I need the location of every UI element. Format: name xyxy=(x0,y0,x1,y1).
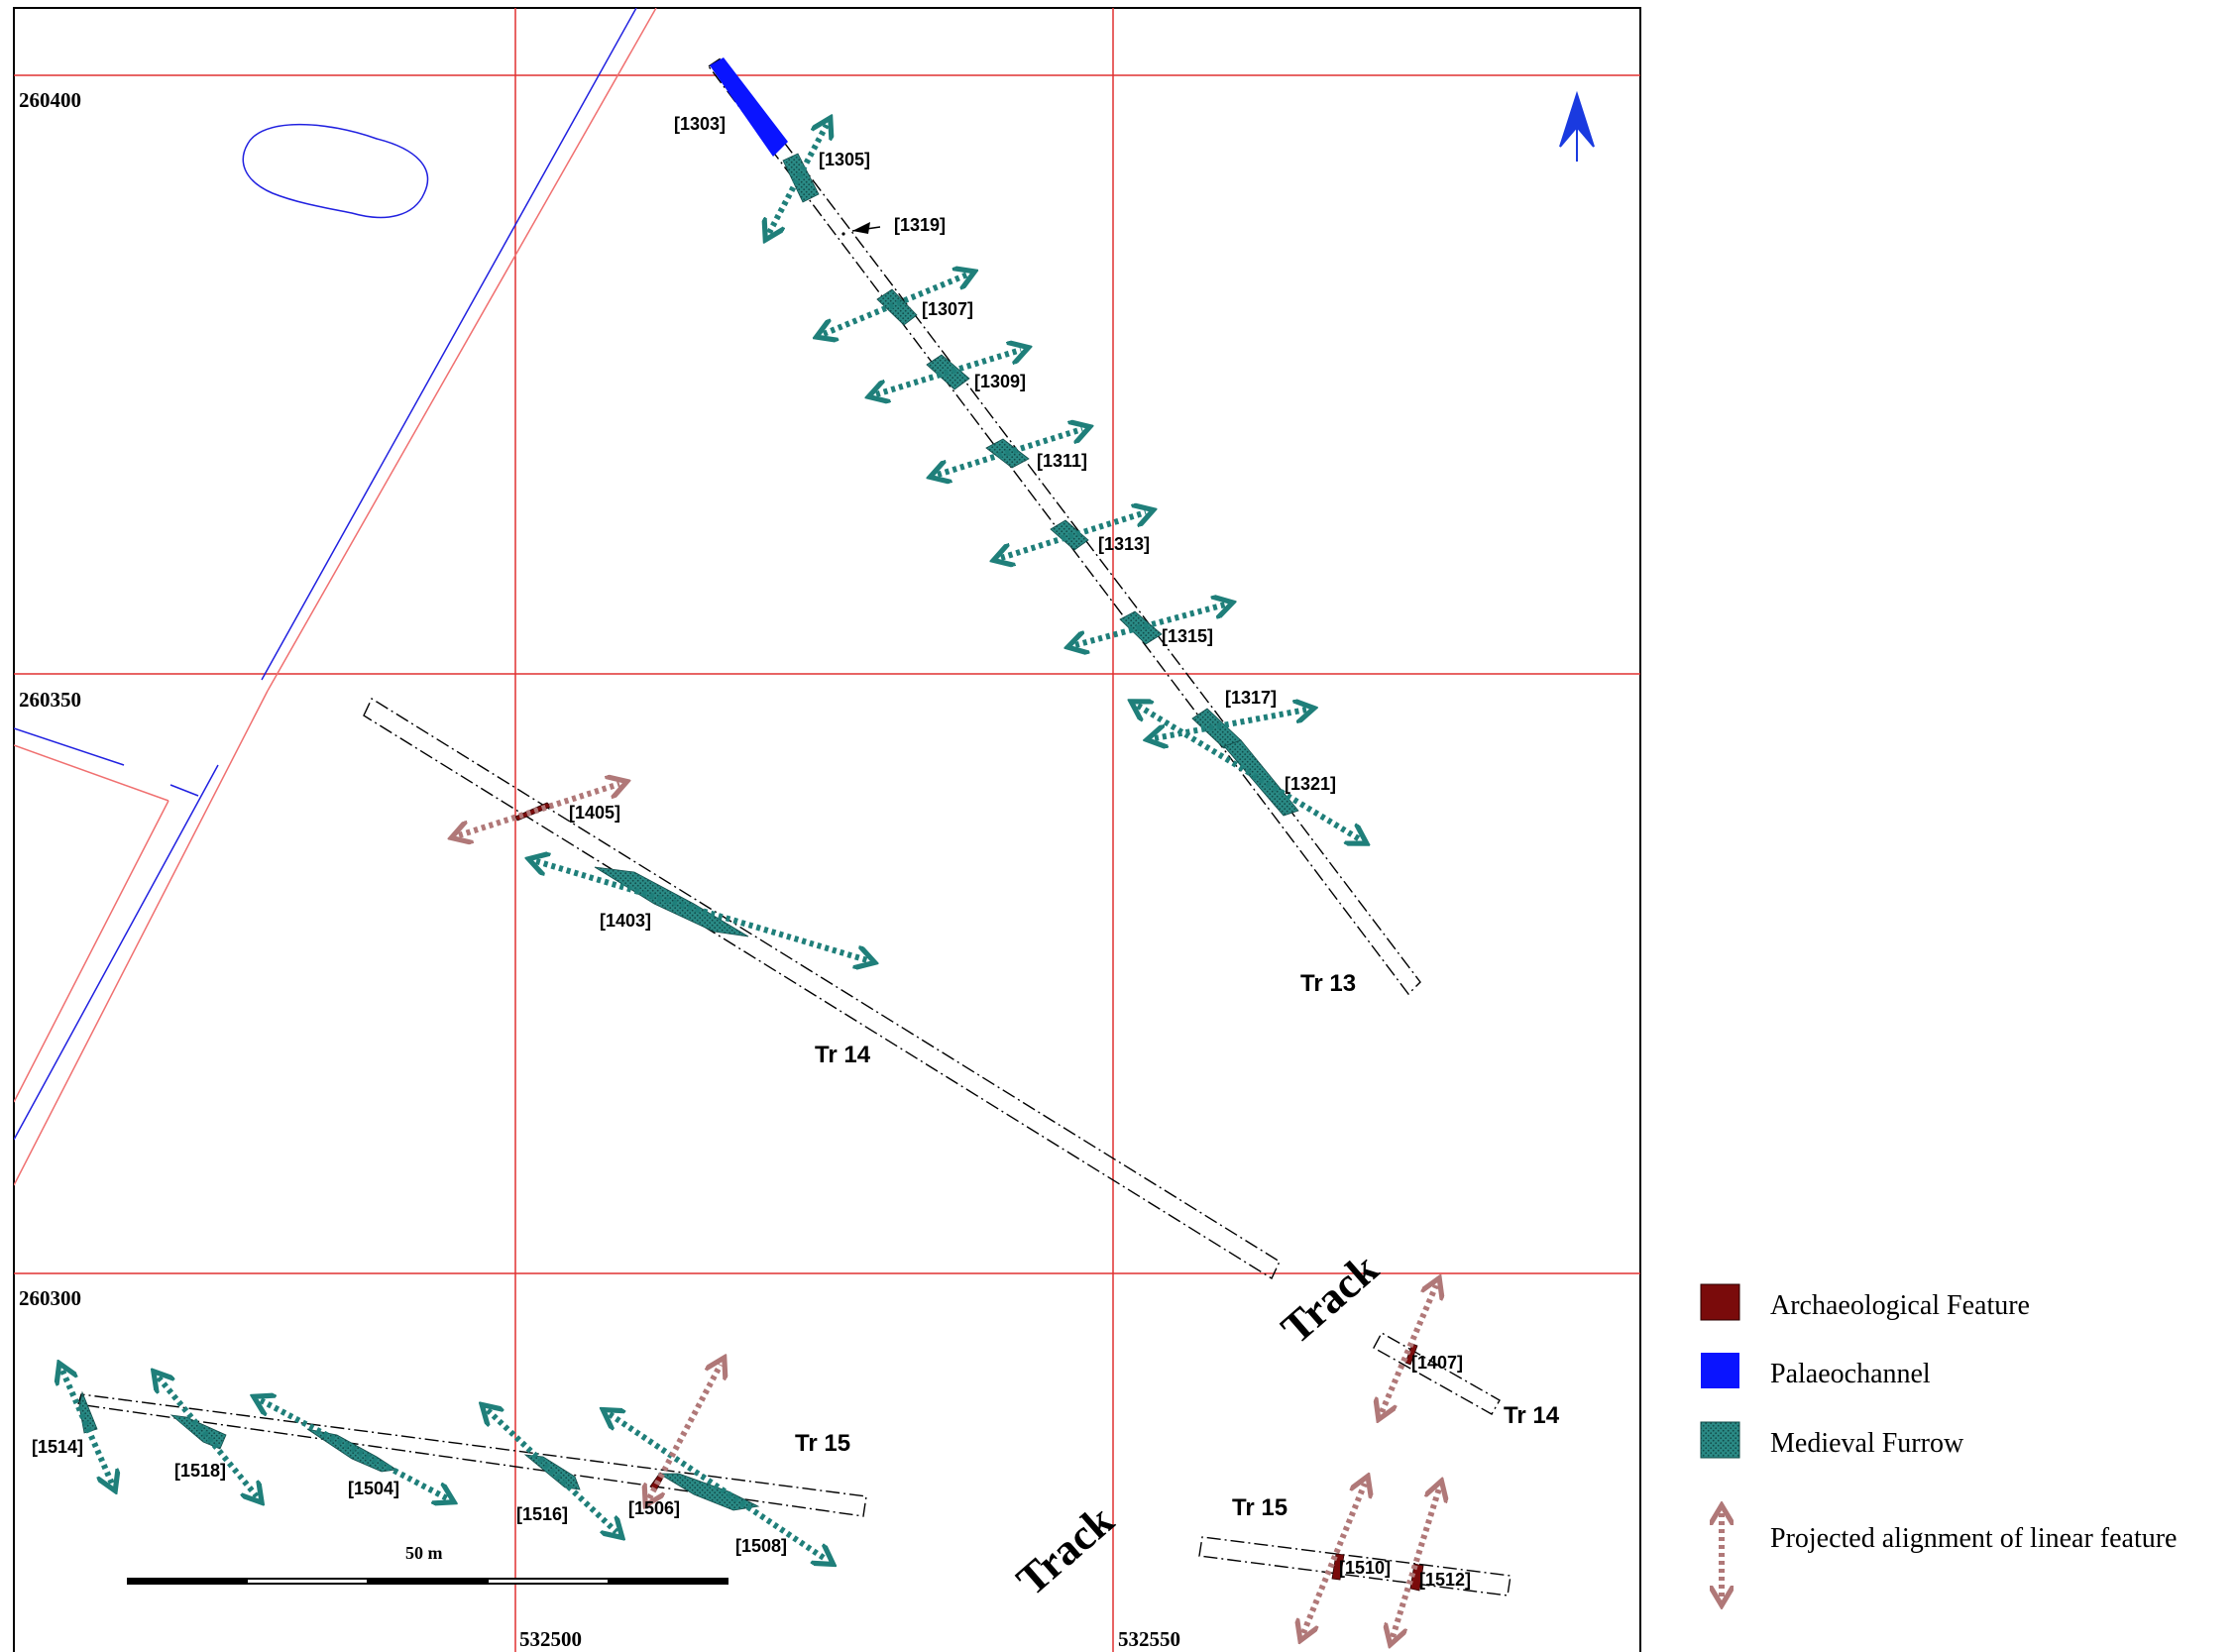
field-boundaries xyxy=(14,8,657,1186)
label-1518: [1518] xyxy=(174,1461,226,1481)
grid-label-260350: 260350 xyxy=(19,688,81,712)
legend-label-medieval-furrow: Medieval Furrow xyxy=(1770,1428,1964,1459)
label-1516: [1516] xyxy=(516,1504,568,1524)
arrow-1403 xyxy=(536,861,867,960)
trench-label-tr14-south: Tr 14 xyxy=(1504,1402,1560,1429)
label-1510: [1510] xyxy=(1339,1558,1391,1578)
map-frame xyxy=(13,7,1641,1652)
label-1305: [1305] xyxy=(819,150,870,169)
legend-swatch-medieval-furrow xyxy=(1700,1421,1740,1459)
trench-14-south xyxy=(1373,1332,1501,1415)
trench-label-tr14: Tr 14 xyxy=(815,1042,871,1068)
track-label-south: Track xyxy=(1007,1495,1123,1605)
arrow-1307 xyxy=(824,275,967,334)
arrow-1504 xyxy=(261,1400,447,1498)
label-1313: [1313] xyxy=(1098,534,1150,554)
furrow-1514 xyxy=(78,1390,98,1434)
grid-lines xyxy=(14,8,1640,1652)
label-1407: [1407] xyxy=(1411,1353,1463,1373)
arrow-1516 xyxy=(488,1410,616,1532)
grid-label-532500: 532500 xyxy=(519,1627,582,1651)
arrow-1311 xyxy=(938,429,1082,475)
feature-labels: [1303] [1305] [1319] [1307] [1309] [1311… xyxy=(32,114,1471,1590)
trench-13 xyxy=(707,57,1421,996)
label-1321: [1321] xyxy=(1285,774,1336,794)
label-1508: [1508] xyxy=(735,1536,787,1556)
legend-swatch-archaeological-feature xyxy=(1700,1283,1740,1321)
grid-label-260400: 260400 xyxy=(19,88,81,112)
legend-label-palaeochannel: Palaeochannel xyxy=(1770,1359,1931,1389)
label-1319: [1319] xyxy=(894,215,946,235)
trench-label-tr15: Tr 15 xyxy=(795,1430,850,1457)
arrow-1309 xyxy=(876,350,1021,394)
arrow-1321 xyxy=(1138,706,1360,839)
medieval-furrows xyxy=(78,153,1299,1511)
track-label-north: Track xyxy=(1272,1244,1388,1354)
scale-bar-label: 50 m xyxy=(405,1543,443,1563)
label-1303: [1303] xyxy=(674,114,726,134)
label-1514: [1514] xyxy=(32,1437,83,1457)
arrow-1512 xyxy=(1393,1488,1439,1637)
label-1307: [1307] xyxy=(922,299,973,319)
furrow-alignment-arrows xyxy=(62,125,1360,1560)
north-arrow-icon xyxy=(1559,90,1595,162)
furrow-1315 xyxy=(1119,610,1163,645)
grid-label-260300: 260300 xyxy=(19,1286,81,1310)
trenches xyxy=(77,57,1511,1597)
arrow-1506 xyxy=(649,1365,721,1498)
label-1405: [1405] xyxy=(569,803,620,823)
projected-alignment-arrows xyxy=(459,784,1439,1637)
grid-label-532550: 532550 xyxy=(1118,1627,1180,1651)
trench-14 xyxy=(363,697,1281,1280)
label-1504: [1504] xyxy=(348,1479,399,1498)
feature-1319-pointer xyxy=(841,222,881,236)
furrow-1518 xyxy=(169,1414,227,1450)
scale-bar: 50 m xyxy=(127,1543,728,1585)
palaeochannel-1303 xyxy=(710,57,788,157)
label-1403: [1403] xyxy=(600,911,651,931)
label-1315: [1315] xyxy=(1162,626,1213,646)
legend-swatch-palaeochannel xyxy=(1701,1353,1739,1388)
legend-label-archaeological-feature: Archaeological Feature xyxy=(1770,1290,2030,1321)
label-1317: [1317] xyxy=(1225,688,1277,708)
arrow-1315 xyxy=(1075,605,1225,645)
label-1311: [1311] xyxy=(1037,451,1087,471)
legend-label-projected-alignment: Projected alignment of linear feature xyxy=(1770,1523,2177,1554)
arrow-1313 xyxy=(1001,512,1146,558)
pond-outline xyxy=(242,123,429,219)
trench-15 xyxy=(77,1393,867,1517)
legend: Archaeological Feature Palaeochannel Med… xyxy=(1700,1283,2177,1597)
archaeological-features xyxy=(514,802,1424,1592)
arrow-1510 xyxy=(1303,1484,1365,1633)
trench-label-tr13: Tr 13 xyxy=(1300,970,1356,997)
trench-label-tr15-south: Tr 15 xyxy=(1232,1494,1287,1521)
label-1309: [1309] xyxy=(974,372,1026,391)
arrow-1518 xyxy=(159,1377,257,1496)
label-1512: [1512] xyxy=(1419,1570,1471,1590)
label-1506: [1506] xyxy=(628,1498,680,1518)
